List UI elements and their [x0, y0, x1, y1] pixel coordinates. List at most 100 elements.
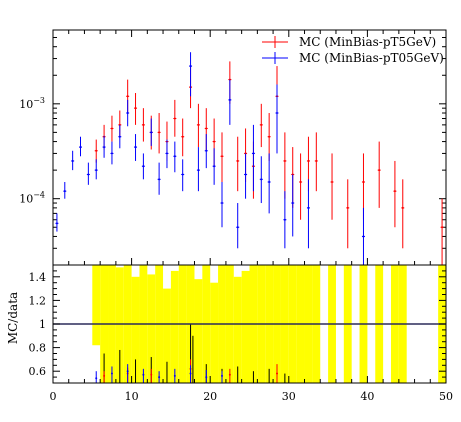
- data-point-marker: [276, 112, 279, 115]
- data-point-marker: [260, 123, 263, 126]
- legend-label-pt5: MC (MinBias-pT5GeV): [299, 35, 436, 49]
- data-point-marker: [401, 206, 404, 209]
- data-point-marker: [103, 146, 106, 149]
- data-point-marker: [95, 149, 98, 152]
- data-point-marker: [197, 169, 200, 172]
- data-point-marker: [181, 135, 184, 138]
- data-point-marker: [244, 173, 247, 176]
- series-pt05: [55, 52, 365, 265]
- band-bin: [241, 270, 250, 383]
- data-point-marker: [158, 178, 161, 181]
- data-point-marker: [331, 180, 334, 183]
- data-point-marker: [213, 140, 216, 143]
- ratio-ytick-label: 0.8: [29, 342, 47, 355]
- ratio-ytick-label: 0.6: [29, 365, 47, 378]
- data-point-marker: [165, 152, 168, 155]
- data-point-marker: [79, 146, 82, 149]
- data-point-marker: [220, 155, 223, 158]
- data-point-marker: [71, 159, 74, 162]
- ratio-xtick-label: 40: [360, 390, 374, 403]
- ratio-point: [205, 376, 208, 379]
- legend: MC (MinBias-pT5GeV) MC (MinBias-pT05GeV): [262, 35, 444, 65]
- band-bin: [131, 276, 140, 383]
- ratio-xtick-label: 30: [282, 390, 296, 403]
- data-point-marker: [307, 206, 310, 209]
- data-point-marker: [158, 131, 161, 134]
- data-point-marker: [87, 173, 90, 176]
- main-ytick-label: 10−4: [19, 191, 45, 206]
- data-point-marker: [181, 173, 184, 176]
- ratio-point: [228, 373, 231, 376]
- ratio-point: [103, 374, 106, 377]
- data-point-marker: [110, 152, 113, 155]
- ratio-point: [189, 372, 192, 375]
- ratio-point: [158, 376, 161, 379]
- main-panel: 10−4 10−3: [19, 29, 447, 266]
- band-bin: [163, 288, 171, 383]
- data-point-marker: [150, 131, 153, 134]
- data-point-marker: [126, 112, 129, 115]
- data-point-marker: [291, 202, 294, 205]
- data-point-marker: [283, 159, 286, 162]
- band-bin: [194, 279, 203, 383]
- ratio-ytick-label: 1: [39, 318, 46, 331]
- data-point-marker: [95, 169, 98, 172]
- data-point-marker: [252, 152, 255, 155]
- ratio-series-pt05: [95, 364, 223, 383]
- data-point-marker: [173, 117, 176, 120]
- ratio-point: [126, 370, 129, 373]
- data-point-marker: [236, 226, 239, 229]
- data-point-marker: [134, 107, 137, 110]
- data-point-marker: [283, 218, 286, 221]
- data-point-marker: [55, 222, 58, 225]
- band-bin: [170, 270, 179, 383]
- data-point-marker: [236, 159, 239, 162]
- ratio-point: [150, 373, 153, 376]
- ratio-point: [142, 373, 145, 376]
- band-bin: [147, 274, 156, 383]
- data-point-marker: [268, 135, 271, 138]
- data-point-marker: [213, 165, 216, 168]
- legend-label-pt05: MC (MinBias-pT05GeV): [299, 51, 444, 65]
- data-point-marker: [197, 123, 200, 126]
- data-point-marker: [260, 178, 263, 181]
- data-point-marker: [362, 180, 365, 183]
- ratio-ytick-label: 1.4: [29, 271, 47, 284]
- data-point-marker: [118, 135, 121, 138]
- data-point-marker: [315, 159, 318, 162]
- ratio-point: [173, 374, 176, 377]
- data-point-marker: [362, 235, 365, 238]
- data-point-marker: [393, 190, 396, 193]
- band-bin: [210, 282, 219, 383]
- data-point-marker: [142, 123, 145, 126]
- data-point-marker: [268, 180, 271, 183]
- band-bin: [115, 267, 124, 383]
- data-point-marker: [378, 169, 381, 172]
- main-ytick-label: 10−3: [19, 96, 45, 111]
- data-point-marker: [63, 190, 66, 193]
- data-point-marker: [299, 180, 302, 183]
- data-point-marker: [126, 95, 129, 98]
- ratio-xtick-label: 10: [125, 390, 139, 403]
- data-point-marker: [441, 226, 444, 229]
- band-bin: [92, 265, 101, 346]
- ratio-xtick-label: 50: [439, 390, 453, 403]
- ratio-ytick-label: 1.2: [29, 294, 47, 307]
- ratio-xtick-label: 0: [50, 390, 57, 403]
- data-point-marker: [142, 165, 145, 168]
- data-point-marker: [307, 159, 310, 162]
- data-point-marker: [134, 146, 137, 149]
- data-point-marker: [205, 127, 208, 130]
- data-point-marker: [110, 127, 113, 130]
- ratio-point: [276, 372, 279, 375]
- data-point-marker: [346, 206, 349, 209]
- ratio-panel: 0.6 0.8 1 1.2 1.4 0 10 20 30 40 50: [29, 264, 453, 403]
- data-point-marker: [205, 149, 208, 152]
- data-point-marker: [220, 202, 223, 205]
- band-bin: [233, 276, 242, 383]
- ratio-ylabel: MC/data: [6, 292, 20, 344]
- ratio-point: [110, 372, 113, 375]
- ratio-point: [95, 377, 98, 380]
- ratio-point: [220, 374, 223, 377]
